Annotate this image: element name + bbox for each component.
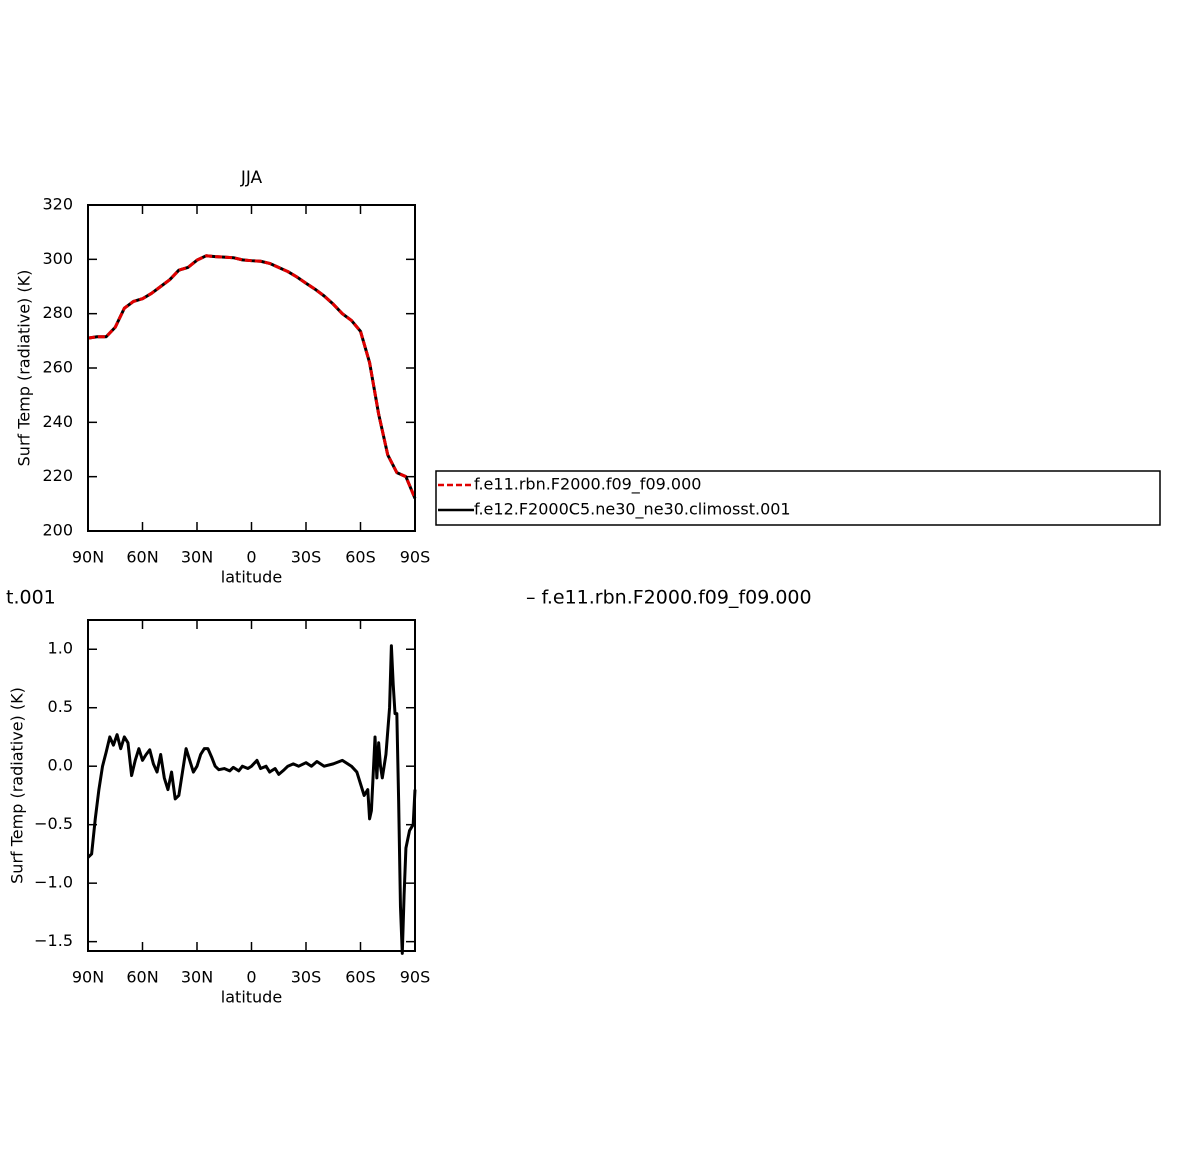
y-tick-label: 260 bbox=[42, 358, 73, 377]
x-tick-label: 0 bbox=[246, 968, 256, 987]
plot-frame bbox=[87, 619, 416, 952]
data-line bbox=[87, 254, 417, 499]
x-tick-label: 90N bbox=[72, 968, 104, 987]
y-tick-label: 1.0 bbox=[48, 639, 73, 658]
x-tick-label: 60S bbox=[345, 968, 376, 987]
x-tick-label: 90N bbox=[72, 548, 104, 567]
y-axis-label: Surf Temp (radiative) (K) bbox=[15, 270, 34, 467]
y-tick-label: 0.0 bbox=[48, 756, 73, 775]
x-tick-label: 30N bbox=[181, 968, 213, 987]
x-axis-label: latitude bbox=[221, 568, 282, 587]
y-tick-label: 0.5 bbox=[48, 697, 73, 716]
x-tick-label: 30S bbox=[291, 968, 322, 987]
x-tick-label: 0 bbox=[246, 548, 256, 567]
y-tick-label: −1.5 bbox=[34, 931, 73, 950]
chart-title-part: – f.e11.rbn.F2000.f09_f09.000 bbox=[526, 587, 812, 609]
chart-title: JJA bbox=[240, 168, 263, 188]
x-tick-label: 60S bbox=[345, 548, 376, 567]
legend-box bbox=[435, 470, 1161, 526]
x-tick-label: 90S bbox=[400, 968, 431, 987]
chart-title-part: t.001 bbox=[6, 587, 56, 609]
x-tick-label: 60N bbox=[126, 968, 158, 987]
y-tick-label: 280 bbox=[42, 303, 73, 322]
legend-label: f.e11.rbn.F2000.f09_f09.000 bbox=[474, 475, 701, 495]
y-tick-label: −1.0 bbox=[34, 873, 73, 892]
y-tick-label: 240 bbox=[42, 412, 73, 431]
x-tick-label: 30N bbox=[181, 548, 213, 567]
data-line bbox=[86, 644, 417, 955]
legend-label: f.e12.F2000C5.ne30_ne30.climosst.001 bbox=[474, 500, 791, 520]
y-tick-label: 320 bbox=[42, 195, 73, 214]
x-axis-label: latitude bbox=[221, 988, 282, 1007]
y-tick-label: 300 bbox=[42, 249, 73, 268]
y-tick-label: 220 bbox=[42, 466, 73, 485]
data-line bbox=[87, 254, 417, 499]
y-tick-label: −0.5 bbox=[34, 814, 73, 833]
y-tick-label: 200 bbox=[42, 521, 73, 540]
x-tick-label: 30S bbox=[291, 548, 322, 567]
x-tick-label: 90S bbox=[400, 548, 431, 567]
y-axis-label: Surf Temp (radiative) (K) bbox=[8, 687, 27, 884]
plot-frame bbox=[87, 204, 416, 532]
x-tick-label: 60N bbox=[126, 548, 158, 567]
